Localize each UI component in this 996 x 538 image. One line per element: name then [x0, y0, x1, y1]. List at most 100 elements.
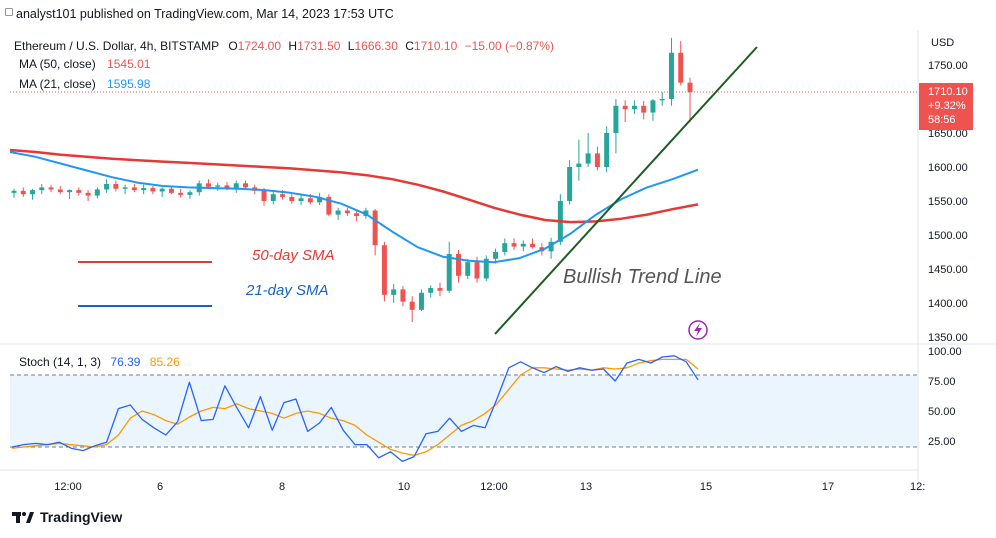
time-tick-label: 8: [279, 481, 285, 493]
candle-body: [39, 187, 45, 191]
stoch-tick-label: 75.00: [928, 376, 956, 388]
high-label: H: [288, 39, 298, 53]
price-tag-countdown: 58:56: [928, 114, 956, 126]
candle-body: [641, 105, 647, 113]
candle-body: [567, 167, 573, 201]
time-axis[interactable]: 12:00 6 8 10 12:00 13 15 17 12:: [54, 481, 925, 493]
candle-body: [85, 192, 91, 196]
price-tick-label: 1750.00: [928, 60, 968, 72]
candle-body: [76, 190, 82, 193]
publisher-bar: analyst101 published on TradingView.com,…: [0, 0, 996, 30]
candle-body: [659, 99, 665, 101]
open-value: 1724.00: [237, 39, 282, 53]
symbol-name: Ethereum / U.S. Dollar, 4h, BITSTAMP: [14, 39, 219, 53]
time-tick-label: 6: [157, 481, 163, 493]
candle-body: [585, 153, 591, 164]
candle-body: [224, 185, 230, 189]
ma21-label: MA (21, close): [19, 77, 96, 91]
candle-body: [270, 194, 276, 201]
candle-body: [418, 292, 424, 310]
candle-body: [205, 183, 211, 187]
stoch-d-line: [11, 358, 699, 457]
stoch-k-value: 76.39: [110, 355, 141, 369]
price-tick-label: 1550.00: [928, 196, 968, 208]
candle-body: [613, 105, 619, 133]
candle-body: [455, 254, 461, 276]
low-label: L: [347, 39, 355, 53]
candle-body: [104, 184, 110, 190]
price-tick-label: 1400.00: [928, 298, 968, 310]
candle-body: [113, 184, 119, 189]
stoch-band: [10, 375, 918, 447]
lightning-bolt-icon: [694, 323, 702, 337]
tradingview-logo-icon: [12, 512, 34, 523]
moving-averages: [9, 148, 699, 264]
candle-body: [530, 243, 536, 248]
close-value: 1710.10: [413, 39, 458, 53]
candle-body: [122, 187, 128, 189]
tradingview-brand[interactable]: TradingView: [12, 509, 122, 525]
time-tick-label: 13: [580, 481, 592, 493]
candle-body: [150, 188, 156, 192]
candle-body: [141, 188, 147, 191]
candle-body: [622, 105, 628, 110]
candle-body: [48, 187, 54, 190]
time-tick-label: 17: [822, 481, 834, 493]
candle-body: [409, 301, 415, 310]
candle-body: [326, 196, 332, 215]
stoch-lines: [11, 355, 699, 463]
candle-body: [687, 82, 693, 93]
candle-body: [168, 188, 174, 193]
candle-body: [493, 252, 499, 259]
candle-body: [502, 243, 508, 252]
candle-body: [20, 190, 26, 195]
candle-body: [391, 289, 397, 295]
price-axis[interactable]: 1750.001700.001650.001600.001550.001500.…: [928, 60, 968, 344]
time-tick-label: 10: [398, 481, 410, 493]
stoch-tick-label: 100.00: [928, 346, 962, 358]
candle-body: [372, 210, 378, 246]
time-tick-label: 12:: [910, 481, 925, 493]
candle-body: [178, 192, 184, 195]
candle-body: [67, 190, 73, 193]
sma21-annotation: 21-day SMA: [245, 282, 329, 299]
candle-body: [594, 153, 600, 167]
tradingview-header-icon: [5, 8, 13, 16]
candle-body: [298, 198, 304, 201]
candle-body: [187, 192, 193, 195]
price-tag-price: 1710.10: [928, 86, 968, 98]
price-tick-label: 1650.00: [928, 128, 968, 140]
candle-body: [520, 243, 526, 247]
open-label: O: [228, 39, 238, 53]
candle-body: [511, 243, 517, 247]
ma50-legend[interactable]: MA (50, close) 1545.01: [19, 57, 150, 71]
stoch-axis[interactable]: 100.00 75.00 50.00 25.00: [928, 346, 962, 448]
price-tick-label: 1500.00: [928, 230, 968, 242]
candle-body: [483, 258, 489, 279]
candle-body: [548, 241, 554, 252]
price-tick-label: 1600.00: [928, 162, 968, 174]
stoch-legend[interactable]: Stoch (14, 1, 3) 76.39 85.26: [19, 355, 180, 369]
stoch-k-line: [11, 355, 699, 463]
candle-body: [280, 194, 286, 197]
symbol-legend[interactable]: Ethereum / U.S. Dollar, 4h, BITSTAMP O17…: [14, 39, 554, 53]
candle-body: [317, 196, 323, 203]
candle-body: [678, 52, 684, 83]
candle-body: [289, 196, 295, 201]
candle-body: [30, 190, 36, 195]
ma21-line: [9, 151, 699, 264]
candle-body: [344, 210, 350, 214]
candle-body: [233, 183, 239, 189]
bullish-trend-line[interactable]: [494, 46, 758, 335]
candle-body: [131, 187, 137, 191]
price-tick-label: 1450.00: [928, 264, 968, 276]
candle-body: [57, 189, 63, 193]
ma50-label: MA (50, close): [19, 57, 96, 71]
candle-body: [11, 190, 17, 193]
ma21-legend[interactable]: MA (21, close) 1595.98: [19, 77, 150, 91]
candle-body: [631, 105, 637, 110]
ma21-value: 1595.98: [107, 77, 151, 91]
currency-label: USD: [931, 37, 954, 49]
stoch-d-value: 85.26: [149, 355, 180, 369]
